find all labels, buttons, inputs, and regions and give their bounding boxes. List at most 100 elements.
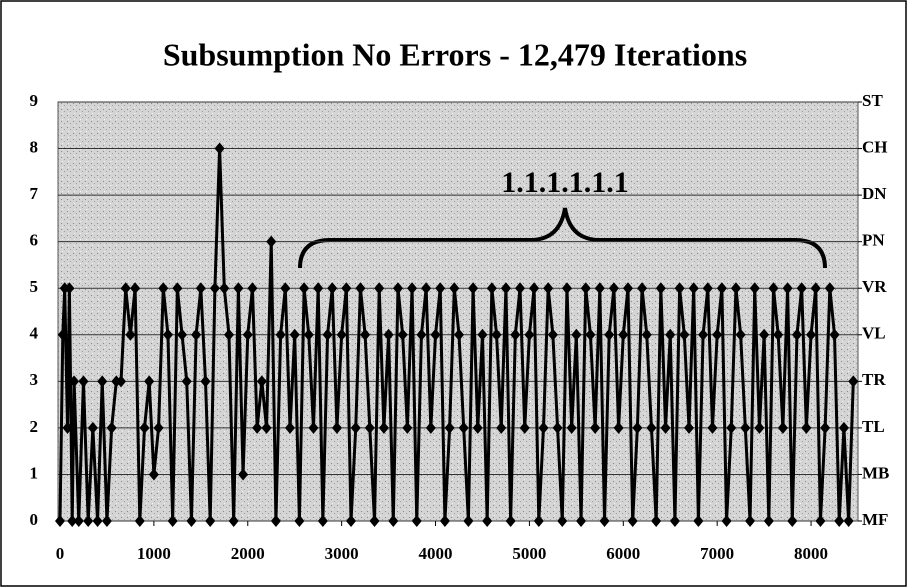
marker: [120, 282, 131, 295]
marker: [848, 375, 859, 388]
marker: [515, 282, 526, 295]
marker: [87, 421, 98, 434]
marker: [698, 328, 709, 341]
marker: [64, 282, 75, 295]
marker: [327, 282, 338, 295]
marker: [421, 282, 432, 295]
marker: [313, 282, 324, 295]
marker: [472, 421, 483, 434]
marker: [749, 282, 760, 295]
marker: [693, 515, 704, 527]
marker: [266, 235, 277, 248]
marker: [153, 421, 164, 434]
marker: [383, 328, 394, 341]
marker: [364, 421, 375, 434]
marker: [73, 515, 84, 527]
marker: [369, 515, 380, 527]
marker: [214, 142, 225, 155]
marker: [782, 282, 793, 295]
marker: [486, 282, 497, 295]
marker: [303, 328, 314, 341]
x-tick-label: 3000: [325, 544, 359, 563]
marker: [172, 282, 183, 295]
marker: [101, 515, 112, 527]
marker: [679, 328, 690, 341]
marker: [594, 282, 605, 295]
marker: [116, 375, 127, 388]
marker: [97, 375, 108, 388]
marker: [280, 282, 291, 295]
marker: [186, 515, 197, 527]
marker: [444, 421, 455, 434]
marker: [684, 421, 695, 434]
y-tick-label: 6: [30, 231, 39, 250]
marker: [134, 515, 145, 527]
marker: [702, 282, 713, 295]
marker: [139, 421, 150, 434]
marker: [130, 282, 141, 295]
y2-tick-label: MB: [862, 463, 889, 482]
marker: [552, 421, 563, 434]
marker: [360, 328, 371, 341]
marker: [57, 328, 68, 341]
marker: [796, 282, 807, 295]
marker: [763, 515, 774, 527]
marker: [83, 515, 94, 527]
marker: [346, 515, 357, 527]
marker: [622, 282, 633, 295]
marker: [331, 421, 342, 434]
marker: [317, 515, 328, 527]
x-tick-label: 8000: [794, 544, 828, 563]
marker: [430, 328, 441, 341]
marker: [454, 328, 464, 341]
marker: [759, 328, 770, 341]
marker: [721, 515, 732, 527]
marker: [754, 421, 765, 434]
marker: [599, 515, 610, 527]
marker: [820, 421, 831, 434]
marker: [78, 375, 89, 388]
marker: [106, 421, 117, 434]
marker: [815, 515, 826, 527]
marker: [167, 515, 178, 527]
marker: [407, 282, 418, 295]
marker: [411, 515, 422, 527]
y2-tick-label: VL: [862, 324, 886, 343]
marker: [252, 421, 263, 434]
x-tick-label: 5000: [512, 544, 546, 563]
marker: [571, 328, 582, 341]
x-tick-label: 0: [56, 544, 65, 563]
marker: [247, 282, 258, 295]
marker: [191, 328, 202, 341]
marker: [392, 282, 403, 295]
marker: [510, 328, 521, 341]
y-tick-label: 4: [30, 324, 39, 343]
marker: [505, 515, 516, 527]
marker: [67, 515, 78, 527]
marker: [233, 282, 244, 295]
y2-tick-label: TL: [862, 417, 885, 436]
marker: [773, 328, 784, 341]
marker: [745, 515, 756, 527]
marker: [768, 282, 779, 295]
x-tick-label: 1000: [137, 544, 171, 563]
marker: [162, 328, 173, 341]
x-tick-label: 6000: [606, 544, 640, 563]
marker: [655, 282, 666, 295]
y-tick-label: 8: [30, 137, 39, 156]
marker: [92, 515, 103, 527]
marker: [838, 421, 849, 434]
marker: [402, 421, 413, 434]
marker: [416, 328, 427, 341]
marker: [205, 515, 216, 527]
marker: [482, 515, 493, 527]
marker: [665, 328, 676, 341]
marker: [256, 375, 267, 388]
marker: [69, 375, 80, 388]
y2-tick-label: ST: [862, 91, 883, 110]
marker: [557, 515, 568, 527]
marker: [547, 328, 558, 341]
y-tick-label: 2: [30, 417, 39, 436]
marker: [669, 515, 680, 527]
marker: [585, 328, 596, 341]
